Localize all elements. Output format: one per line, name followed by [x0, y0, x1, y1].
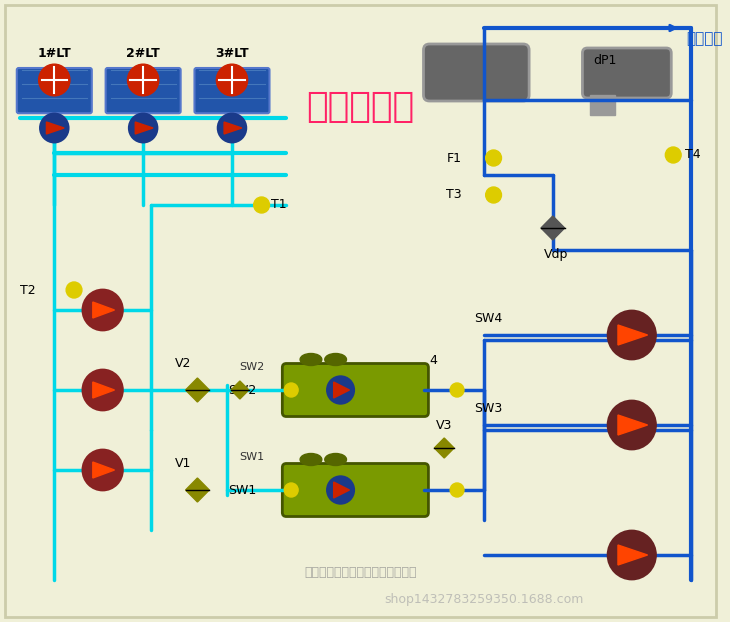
Circle shape — [66, 282, 82, 298]
Circle shape — [284, 483, 298, 497]
Circle shape — [128, 64, 158, 96]
Polygon shape — [135, 122, 153, 134]
Text: T2: T2 — [20, 284, 35, 297]
Polygon shape — [231, 381, 249, 399]
Text: V1: V1 — [174, 457, 191, 470]
FancyBboxPatch shape — [106, 68, 180, 113]
Polygon shape — [93, 302, 115, 318]
Text: T1: T1 — [272, 198, 287, 211]
Polygon shape — [47, 122, 64, 134]
Text: SW1: SW1 — [228, 483, 257, 496]
Text: 冷热源系统: 冷热源系统 — [306, 90, 414, 124]
Bar — [591, 95, 615, 115]
Ellipse shape — [325, 353, 347, 366]
Polygon shape — [618, 415, 648, 435]
Circle shape — [83, 370, 123, 410]
Circle shape — [284, 383, 298, 397]
Circle shape — [665, 147, 681, 163]
Circle shape — [608, 401, 656, 449]
Text: SW2: SW2 — [228, 384, 257, 396]
Ellipse shape — [300, 453, 322, 465]
Polygon shape — [93, 382, 115, 398]
Circle shape — [608, 311, 656, 359]
Polygon shape — [224, 122, 242, 134]
FancyBboxPatch shape — [283, 463, 429, 516]
Circle shape — [39, 64, 70, 96]
FancyBboxPatch shape — [423, 44, 529, 101]
Text: V2: V2 — [174, 357, 191, 370]
Circle shape — [40, 114, 69, 142]
Text: SW2: SW2 — [239, 362, 264, 372]
Text: 西安居然楼宇智能自动化有限公司: 西安居然楼宇智能自动化有限公司 — [304, 565, 417, 578]
Circle shape — [216, 64, 247, 96]
Text: SW1: SW1 — [239, 452, 264, 462]
Text: shop1432783259350.1688.com: shop1432783259350.1688.com — [384, 593, 583, 606]
FancyBboxPatch shape — [17, 68, 92, 113]
Polygon shape — [185, 478, 210, 502]
Circle shape — [327, 476, 354, 504]
FancyBboxPatch shape — [283, 363, 429, 417]
Text: V3: V3 — [436, 419, 453, 432]
Polygon shape — [185, 378, 210, 402]
Text: T4: T4 — [685, 149, 701, 162]
Polygon shape — [334, 382, 350, 398]
Polygon shape — [618, 545, 648, 565]
Text: 1#LT: 1#LT — [37, 47, 71, 60]
Circle shape — [608, 531, 656, 579]
Text: dP1: dP1 — [593, 53, 617, 67]
Text: 末端负荷: 末端负荷 — [686, 31, 723, 46]
Circle shape — [450, 383, 464, 397]
Polygon shape — [541, 216, 564, 240]
Circle shape — [485, 187, 502, 203]
Text: 4: 4 — [429, 353, 437, 366]
Polygon shape — [334, 482, 350, 498]
Ellipse shape — [300, 353, 322, 366]
Circle shape — [83, 450, 123, 490]
Text: 2#LT: 2#LT — [126, 47, 160, 60]
Circle shape — [218, 114, 246, 142]
Text: SW4: SW4 — [474, 312, 502, 325]
Circle shape — [485, 150, 502, 166]
Circle shape — [129, 114, 158, 142]
FancyBboxPatch shape — [194, 68, 269, 113]
Polygon shape — [434, 438, 454, 458]
Circle shape — [83, 290, 123, 330]
FancyBboxPatch shape — [583, 48, 672, 98]
Ellipse shape — [325, 453, 347, 465]
Text: Vdp: Vdp — [544, 248, 568, 261]
Polygon shape — [93, 462, 115, 478]
Polygon shape — [618, 325, 648, 345]
Text: SW3: SW3 — [474, 401, 502, 414]
Circle shape — [327, 376, 354, 404]
Text: F1: F1 — [447, 152, 462, 164]
Circle shape — [254, 197, 269, 213]
Circle shape — [450, 483, 464, 497]
Text: 3#LT: 3#LT — [215, 47, 249, 60]
Text: T3: T3 — [446, 188, 462, 202]
